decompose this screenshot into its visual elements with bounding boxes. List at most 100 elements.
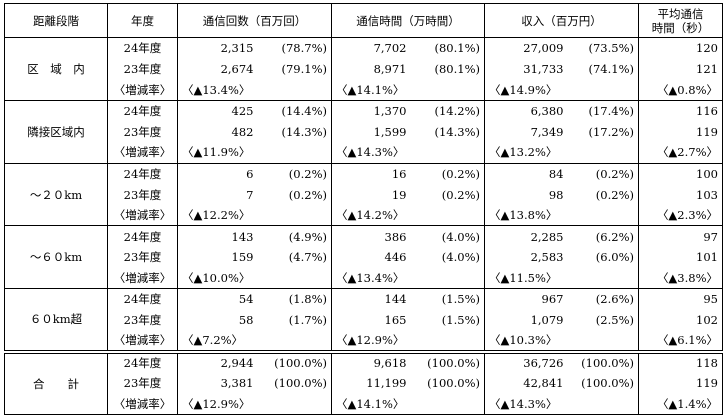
avg-duration-value: 118 xyxy=(638,349,723,373)
avg-duration-value: 97 xyxy=(638,225,723,247)
header-revenue: 収入（百万円） xyxy=(484,3,639,38)
calls-change-rate: 〈▲12.2%〉 xyxy=(177,205,332,227)
revenue-value: 31,733 xyxy=(523,61,564,76)
revenue-value: 36,726 xyxy=(484,349,568,373)
year-cell: 24年度 xyxy=(107,100,178,122)
time-value: 9,618 xyxy=(331,349,411,373)
table-row: 合 計 24年度 2,944 (100.0%) 9,618 (100.0%) 36,726(… xyxy=(4,349,723,415)
avg-duration-value: 100 xyxy=(638,163,723,185)
avg-duration-value: 95 xyxy=(638,288,723,310)
avg-duration-value: 119 xyxy=(638,372,723,394)
calls-share: (100.0%) xyxy=(257,349,332,373)
calls-share: (0.2%) xyxy=(257,184,332,205)
calls-change-rate: 〈▲11.9%〉 xyxy=(177,142,332,164)
change-rate-row: 〈増減率〉 〈▲10.0%〉 〈▲13.4%〉 〈▲11.5%〉 〈▲3.8%〉 xyxy=(5,267,723,290)
time-value: 446 xyxy=(384,250,407,265)
time-share: (100.0%) xyxy=(410,349,485,373)
header-time: 通信時間（万時間） xyxy=(331,3,485,38)
distance-band-label: 合 計 xyxy=(4,349,108,415)
revenue-share: (100.0%) xyxy=(567,372,639,394)
revenue-value: 27,009 xyxy=(523,41,564,56)
revenue-share: (74.1%) xyxy=(567,58,639,80)
year-cell: 23年度 xyxy=(107,121,178,143)
change-rate-row: 〈増減率〉 〈▲12.2%〉 〈▲14.2%〉 〈▲13.8%〉 〈▲2.3%〉 xyxy=(5,205,723,227)
time-share: (1.5%) xyxy=(410,288,485,310)
time-share: (1.5%) xyxy=(410,309,485,331)
year-cell: 23年度 xyxy=(107,309,178,331)
calls-value: 54 xyxy=(238,292,254,307)
avg-change-rate: 〈▲0.8%〉 xyxy=(638,79,723,101)
revenue-share: (17.2%) xyxy=(567,121,639,143)
traffic-statistics-table: 距離段階 年度 通信回数（百万回） 通信時間（万時間） 収入（百万円） 平均通信… xyxy=(4,3,723,415)
year-cell: 24年度 xyxy=(107,163,178,185)
year-cell: 23年度 xyxy=(107,246,178,268)
header-calls: 通信回数（百万回） xyxy=(177,3,332,38)
year-cell: 23年度 xyxy=(107,184,178,205)
avg-change-rate: 〈▲1.4%〉 xyxy=(638,393,723,415)
change-rate-label: 〈増減率〉 xyxy=(107,142,178,164)
avg-change-rate: 〈▲2.7%〉 xyxy=(638,142,723,164)
revenue-change-rate: 〈▲11.5%〉 xyxy=(484,267,639,290)
calls-share: (14.3%) xyxy=(257,121,332,143)
table-row: 23年度 58 (1.7%) 165 (1.5%) 1,079 (2.5%) 102 xyxy=(5,309,723,331)
change-rate-label: 〈増減率〉 xyxy=(107,393,178,415)
revenue-share: (6.0%) xyxy=(567,246,639,268)
calls-value: 2,944 xyxy=(177,349,258,373)
time-share: (0.2%) xyxy=(410,184,485,205)
time-change-rate: 〈▲14.1%〉 xyxy=(331,79,485,101)
distance-band-label: ６０km超 xyxy=(4,288,108,353)
change-rate-row: 〈増減率〉 〈▲13.4%〉 〈▲14.1%〉 〈▲14.9%〉 〈▲0.8%〉 xyxy=(5,79,723,101)
time-change-rate: 〈▲14.2%〉 xyxy=(331,205,485,227)
calls-value: 7 xyxy=(246,187,254,202)
change-rate-label: 〈増減率〉 xyxy=(107,79,178,101)
change-rate-label: 〈増減率〉 xyxy=(107,330,178,353)
avg-duration-value: 116 xyxy=(638,100,723,122)
avg-change-rate: 〈▲6.1%〉 xyxy=(638,330,723,353)
table-row: 23年度 2,674 (79.1%) 8,971 (80.1%) 31,733 (74.1%… xyxy=(5,58,723,80)
avg-duration-value: 101 xyxy=(638,246,723,268)
revenue-share: (6.2%) xyxy=(567,225,639,247)
revenue-change-rate: 〈▲13.2%〉 xyxy=(484,142,639,164)
table-row: 区 域 内 24年度 2,315 (78.7%) 7,702 (80.1%) 27,009(… xyxy=(4,37,723,101)
revenue-value: 84 xyxy=(548,166,564,181)
calls-value: 58 xyxy=(238,313,254,328)
calls-value: 3,381 xyxy=(220,376,254,391)
calls-value: 2,674 xyxy=(220,61,254,76)
distance-band-label: ～２０km xyxy=(4,162,108,227)
calls-change-rate: 〈▲7.2%〉 xyxy=(177,330,332,353)
time-share: (80.1%) xyxy=(410,58,485,80)
revenue-share: (100.0%) xyxy=(567,349,639,373)
calls-value: 425 xyxy=(231,104,254,119)
time-value: 1,599 xyxy=(373,124,407,139)
time-value: 11,199 xyxy=(366,376,407,391)
time-value: 19 xyxy=(391,187,407,202)
calls-share: (0.2%) xyxy=(257,163,332,185)
table-row: 23年度 7 (0.2%) 19 (0.2%) 98 (0.2%) 103 xyxy=(5,184,723,205)
time-share: (100.0%) xyxy=(410,372,485,394)
change-rate-row: 〈増減率〉 〈▲12.9%〉 〈▲14.1%〉 〈▲14.3%〉 〈▲1.4%〉 xyxy=(5,393,723,415)
calls-share: (78.7%) xyxy=(257,37,332,59)
calls-value: 482 xyxy=(231,124,254,139)
year-cell: 23年度 xyxy=(107,58,178,80)
revenue-value: 42,841 xyxy=(523,376,564,391)
distance-band-label: 隣接区域内 xyxy=(4,99,108,164)
time-share: (80.1%) xyxy=(410,37,485,59)
time-value: 1,370 xyxy=(373,104,407,119)
distance-band-label: 区 域 内 xyxy=(4,37,108,101)
table-row: ６０km超 24年度 54 (1.8%) 144 (1.5%) 967 (2.6%) 95 xyxy=(4,288,723,353)
calls-change-rate: 〈▲10.0%〉 xyxy=(177,267,332,290)
change-rate-label: 〈増減率〉 xyxy=(107,267,178,290)
year-cell: 24年度 xyxy=(107,349,178,373)
revenue-share: (17.4%) xyxy=(567,100,639,122)
time-change-rate: 〈▲12.9%〉 xyxy=(331,330,485,353)
year-cell: 24年度 xyxy=(107,288,178,310)
calls-share: (4.9%) xyxy=(257,225,332,247)
time-value: 8,971 xyxy=(373,61,407,76)
revenue-share: (73.5%) xyxy=(567,37,639,59)
avg-change-rate: 〈▲2.3%〉 xyxy=(638,205,723,227)
avg-duration-value: 120 xyxy=(638,37,723,59)
revenue-share: (0.2%) xyxy=(567,163,639,185)
avg-duration-value: 121 xyxy=(638,58,723,80)
table-row: 23年度 3,381 (100.0%) 11,199 (100.0%) 42,841 (10… xyxy=(5,372,723,394)
year-cell: 24年度 xyxy=(107,37,178,59)
